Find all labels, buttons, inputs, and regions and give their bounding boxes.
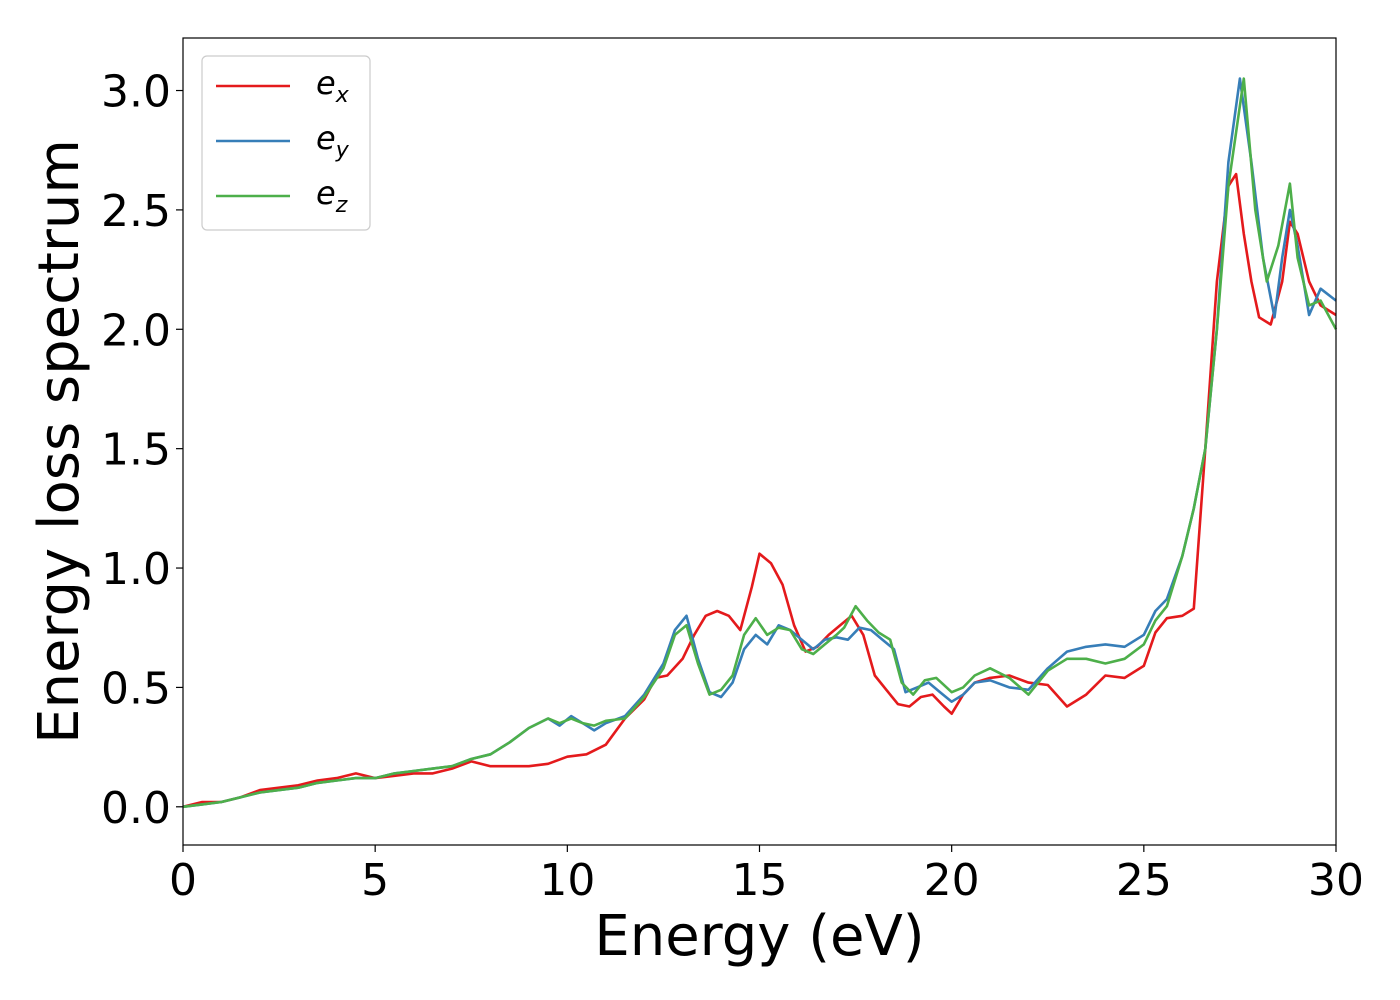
x-tick-label: 15: [732, 855, 788, 906]
legend-label: ex: [316, 64, 350, 108]
legend-label: ez: [316, 174, 348, 218]
legend: ex ey ez: [201, 55, 371, 231]
y-axis-title: Energy loss spectrum: [27, 139, 92, 744]
x-tick-label: 5: [361, 855, 389, 906]
series-line-e-x: [182, 172, 1337, 809]
x-axis-ticks: 0 5 10 15 20 25 30: [169, 845, 1364, 906]
y-tick-label: 1.0: [101, 544, 171, 595]
y-tick-label: 0.0: [101, 783, 171, 834]
y-axis-ticks: 0.0 0.5 1.0 1.5 2.0 2.5 3.0: [101, 67, 183, 834]
plot-lines: [182, 77, 1338, 809]
series-line-e-z: [182, 77, 1338, 809]
x-tick-label: 20: [924, 855, 980, 906]
y-tick-label: 1.5: [101, 425, 171, 476]
x-tick-label: 25: [1116, 855, 1172, 906]
x-tick-label: 10: [539, 855, 595, 906]
legend-box: [201, 55, 371, 231]
y-tick-label: 3.0: [101, 67, 171, 118]
legend-label: ey: [316, 119, 350, 163]
y-tick-label: 0.5: [101, 663, 171, 714]
y-tick-label: 2.0: [101, 305, 171, 356]
x-tick-label: 30: [1308, 855, 1364, 906]
y-tick-label: 2.5: [101, 186, 171, 237]
x-axis-title: Energy (eV): [594, 904, 924, 969]
x-tick-label: 0: [169, 855, 197, 906]
